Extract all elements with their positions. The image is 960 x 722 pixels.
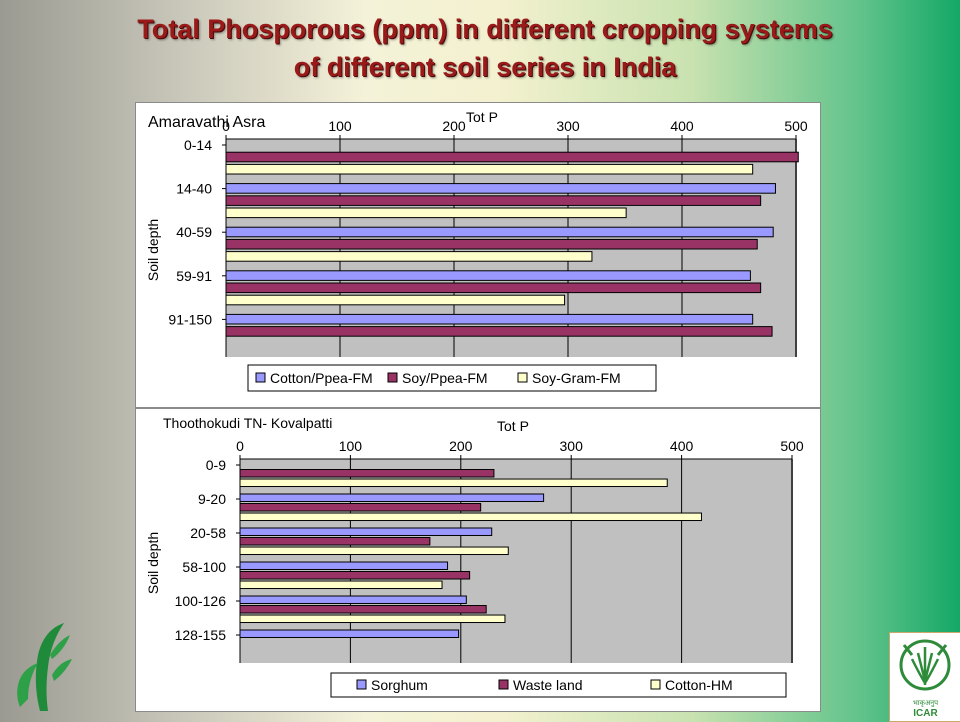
chart-title: Amaravathi Asra [148,114,265,131]
x-tick-label: 0 [236,438,244,454]
bar [225,270,751,281]
bar [225,207,627,219]
bar [225,282,762,294]
legend-box [330,672,787,698]
chart-title: Thoothokudi TN- Kovalpatti [163,415,332,431]
legend-label: Soy-Gram-FM [532,370,621,386]
bar [225,313,754,325]
legend-box [247,364,657,392]
bar [239,512,702,522]
x-tick-label: 200 [449,438,473,454]
y-tick-label: 58-100 [182,559,226,575]
legend-swatch [517,372,528,383]
chart-amaravathi-svg: Amaravathi Asra Tot P 0 100 200 300 400 500 0-14… [145,109,808,392]
icar-emblem-icon [899,639,951,691]
y-tick-label: 20-58 [190,525,226,541]
icar-hindi-text: भाकृअनुप [912,700,939,707]
legend-swatch [387,372,398,383]
legend-label: Cotton/Ppea-FM [270,370,373,386]
bar [239,571,471,580]
y-axis-label: Soil depth [145,219,161,281]
bar [225,163,754,175]
bar [239,605,487,614]
legend-swatch [650,679,661,690]
bar [225,238,758,250]
x-tick-label: 100 [339,438,363,454]
bar [239,493,545,502]
y-tick-label: 0-9 [206,457,226,473]
bar [239,527,493,536]
y-axis-label: Soil depth [145,532,161,594]
y-tick-label: 9-20 [198,491,226,507]
x-tick-label: 300 [556,118,580,134]
y-tick-label: 40-59 [176,224,212,240]
page-title-line-2: of different soil series in India [293,52,677,82]
page-title: Total Phosporous (ppm) in different crop… [0,10,960,86]
legend-label: Waste land [513,677,583,693]
x-tick-label: 100 [328,118,352,134]
chart-subtitle: Tot P [497,418,529,434]
x-tick-label: 200 [442,118,466,134]
bar [239,595,467,604]
x-tick-label: 400 [670,118,694,134]
bar [239,503,482,512]
chart-amaravathi: Amaravathi Asra Tot P 0 100 200 300 400 500 0-14… [135,102,821,408]
bar [225,294,566,306]
y-tick-label: 14-40 [176,181,212,197]
icar-text: ICAR [913,708,938,719]
chart-thoothokudi-svg: Thoothokudi TN- Kovalpatti Tot P 0 100 200 30… [145,415,804,698]
y-tick-label: 0-14 [184,137,212,153]
legend-label: Cotton-HM [665,677,733,693]
bar [225,183,776,194]
x-tick-label: 300 [560,438,584,454]
chart-subtitle: Tot P [466,109,498,125]
bar [225,151,799,163]
legend-label: Sorghum [371,677,428,693]
y-tick-label: 128-155 [175,627,227,643]
bar [239,546,509,556]
bar [225,326,773,337]
bar [239,537,431,546]
page-title-line-1: Total Phosporous (ppm) in different crop… [137,14,833,44]
bar [239,629,460,638]
legend-swatch [498,679,509,690]
icar-logo: भाकृअनुप ICAR [889,632,960,722]
bar [225,251,593,262]
bar [225,195,762,206]
x-tick-label: 500 [780,438,804,454]
legend-label: Soy/Ppea-FM [402,370,488,386]
legend-swatch [356,679,367,690]
bar [225,226,774,238]
plot-area [240,459,792,663]
bar [239,580,443,590]
dard-wheat-logo-icon [17,623,72,711]
y-tick-label: 59-91 [176,268,212,284]
x-tick-label: 500 [784,118,808,134]
bar [239,478,668,488]
x-tick-label: 0 [222,118,230,134]
y-tick-label: 91-150 [168,311,212,327]
y-tick-label: 100-126 [175,593,227,609]
bar [239,469,495,478]
bar [239,561,449,570]
legend-swatch [255,372,266,383]
x-tick-label: 400 [670,438,694,454]
chart-thoothokudi: Thoothokudi TN- Kovalpatti Tot P 0 100 200 30… [135,408,821,712]
bar [239,614,506,624]
